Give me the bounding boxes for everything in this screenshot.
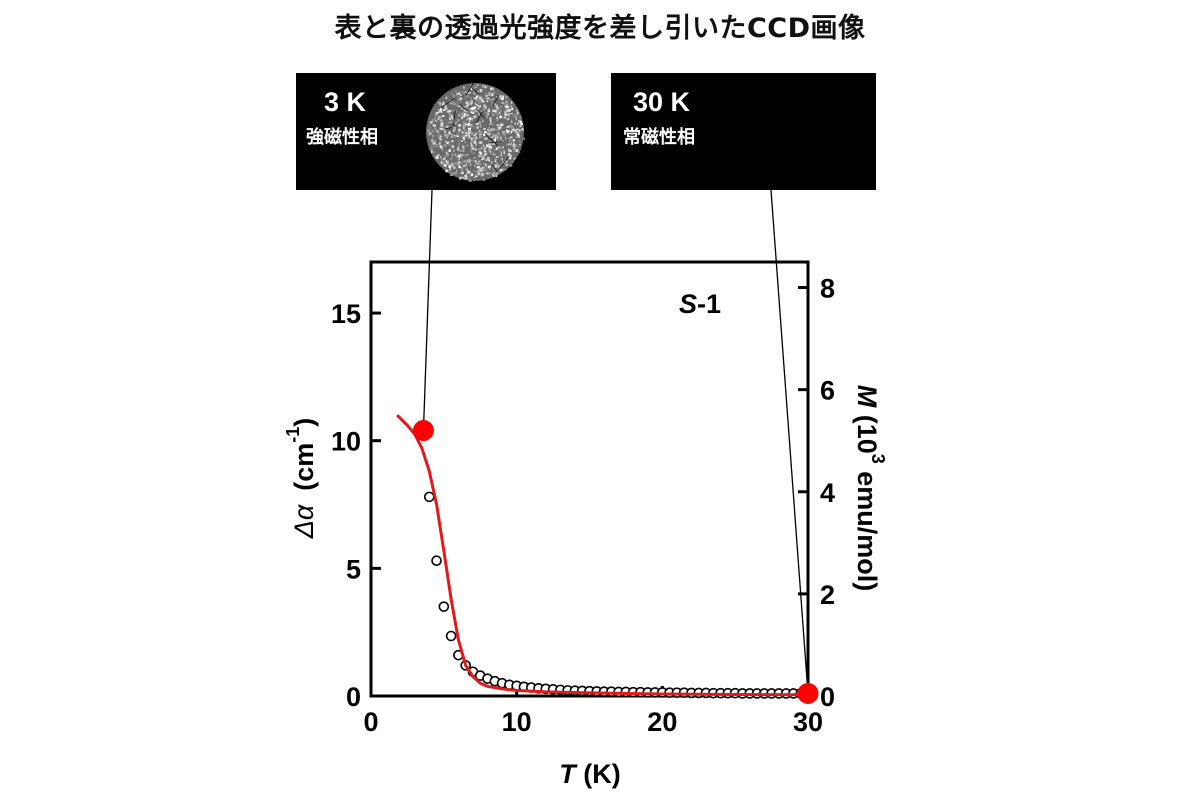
ccd-temperature-label: 30 K xyxy=(633,87,691,117)
ccd-disc xyxy=(426,83,524,181)
ccd-phase-label: 強磁性相 xyxy=(306,127,378,148)
highlight-marker xyxy=(797,682,819,704)
x-axis-label: T (K) xyxy=(559,759,620,789)
ccd-speckle-texture xyxy=(426,82,526,182)
ccd-temperature-label: 3 K xyxy=(324,87,367,117)
x-tick-label: 0 xyxy=(363,707,378,737)
y-left-label-symbol: Δα xyxy=(289,503,319,539)
x-tick-label: 20 xyxy=(647,707,677,737)
y-left-tick-label: 5 xyxy=(346,554,361,584)
y-right-tick-label: 2 xyxy=(820,580,835,610)
highlight-markers xyxy=(412,419,819,704)
sample-label: S-1 xyxy=(679,289,721,319)
y-right-tick-label: 4 xyxy=(820,478,835,508)
plot-frame xyxy=(369,260,810,698)
ccd-image-3k: 3 K 強磁性相 xyxy=(296,73,556,190)
y-right-tick-label: 0 xyxy=(820,682,835,712)
y-left-tick-label: 0 xyxy=(346,682,361,712)
sample-label-rest: -1 xyxy=(697,289,721,319)
y-right-label-exp: 3 xyxy=(868,454,888,464)
y-left-label-close: ) xyxy=(289,418,319,427)
connector-lines xyxy=(422,189,809,694)
absorption-points xyxy=(423,491,807,699)
ccd-phase-label: 常磁性相 xyxy=(623,127,695,148)
x-tick-label: 10 xyxy=(502,707,532,737)
y-right-label-unit: (10 xyxy=(852,407,882,454)
x-axis-label-rest: (K) xyxy=(576,759,621,789)
absorption-point xyxy=(438,601,450,612)
y-left-label-unit: (cm xyxy=(289,443,319,491)
y-right-tick-label: 8 xyxy=(820,274,835,304)
highlight-marker xyxy=(412,419,434,441)
y-right-tick-label: 6 xyxy=(820,376,835,406)
magnetization-curve xyxy=(396,414,809,697)
sample-label-italic: S xyxy=(679,289,697,319)
y-left-tick-label: 10 xyxy=(331,427,361,457)
y-right-axis-label: M (103 emu/mol) xyxy=(852,385,888,592)
y-right-label-rest: emu/mol) xyxy=(852,464,882,592)
y-left-tick-label: 15 xyxy=(331,299,361,329)
connector-line xyxy=(422,189,433,431)
y-left-label-exp: -1 xyxy=(283,427,303,443)
figure-title: 表と裏の透過光強度を差し引いたCCD画像 xyxy=(334,13,866,44)
connector-line xyxy=(770,189,809,694)
x-axis-label-italic: T xyxy=(559,759,578,789)
absorption-point xyxy=(445,630,457,642)
y-right-label-italic: M xyxy=(852,385,882,408)
x-tick-label: 30 xyxy=(793,707,823,737)
y-left-axis-label: Δα (cm-1) xyxy=(283,418,319,540)
absorption-point xyxy=(423,491,435,503)
ccd-image-30k: 30 K 常磁性相 xyxy=(611,73,876,190)
absorption-point xyxy=(431,555,442,566)
